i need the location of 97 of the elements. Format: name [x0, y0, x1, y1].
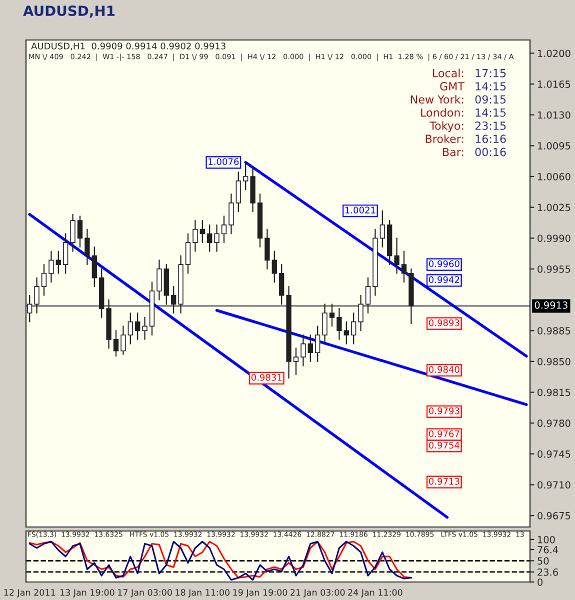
candlestick — [70, 214, 76, 252]
x-tick-label: 12 Jan 2011 — [4, 589, 56, 598]
y-tick-label: 100 — [538, 536, 555, 544]
candlestick — [200, 220, 205, 244]
candlestick — [336, 308, 342, 340]
y-tick-label: 0.9955 — [538, 265, 570, 273]
candlestick — [56, 250, 61, 274]
x-tick-label: 18 Jan 11:00 — [176, 589, 230, 598]
candlestick — [351, 312, 356, 344]
candlestick — [394, 238, 400, 274]
annotation: 17:15 — [476, 69, 506, 78]
annotation: 0.9840 — [428, 366, 460, 373]
candlestick — [315, 326, 320, 362]
candlestick — [380, 210, 385, 248]
candlestick — [279, 264, 284, 305]
x-tick-label: 17 Jan 03:00 — [118, 589, 172, 598]
annotation: 0.9960 — [428, 260, 460, 268]
candlestick — [293, 348, 299, 376]
candlestick — [63, 233, 68, 274]
annotation: 0.9767 — [428, 430, 460, 438]
y-tick-label: 0.9850 — [538, 358, 570, 366]
candlestick — [48, 250, 54, 283]
candlestick — [92, 246, 97, 288]
annotation: 23:15 — [475, 122, 506, 130]
y-tick-label: 0.9815 — [538, 388, 570, 396]
candlestick — [214, 224, 220, 252]
annotation: 14:15 — [476, 82, 506, 90]
x-tick-label: 21 Jan 03:00 — [290, 589, 345, 598]
annotation: Local: — [433, 68, 464, 78]
y-tick-label: 0.9710 — [538, 481, 570, 489]
candlestick — [34, 277, 40, 314]
candlestick — [401, 250, 407, 283]
candlestick — [113, 330, 119, 357]
candlestick — [171, 286, 176, 314]
candlestick — [236, 172, 241, 212]
candlestick — [192, 220, 198, 252]
candlestick — [264, 228, 270, 270]
x-tick-label: 13 Jan 19:00 — [60, 589, 114, 598]
x-tick-label: 24 Jan 11:00 — [348, 589, 402, 598]
candlestick — [221, 216, 227, 244]
y-tick-label: 0.9675 — [538, 512, 570, 520]
candlestick — [128, 312, 133, 344]
y-tick-label: 1.0200 — [538, 50, 570, 58]
ref-line-label: 0.9913 — [534, 301, 568, 309]
candlestick — [84, 228, 90, 266]
annotation: New York: — [410, 95, 464, 104]
y-tick-label: 0.9990 — [538, 234, 570, 242]
annotation: 0.9754 — [428, 442, 460, 449]
annotation: 0.9793 — [428, 407, 460, 414]
candlestick — [308, 334, 313, 362]
annotation: Tokyo: — [430, 121, 464, 132]
annotation: 09:15 — [475, 95, 506, 104]
y-tick-label: 50 — [538, 557, 549, 565]
candlestick — [135, 312, 140, 340]
annotation: GMT — [440, 82, 465, 90]
y-tick-label: 0.9885 — [538, 327, 570, 334]
annotation: Bar: — [443, 148, 464, 156]
y-tick-label: 1.0025 — [538, 204, 570, 212]
candlestick — [344, 321, 349, 344]
annotation: London: — [421, 108, 464, 117]
y-tick-label: 0 — [538, 578, 542, 586]
annotation: 0.9942 — [428, 276, 460, 284]
candlestick — [77, 216, 83, 248]
candlestick — [156, 260, 162, 300]
annotation: 0.9831 — [251, 374, 282, 381]
chart-subtitle: AUDUSD,H1 0.9909 0.9914 0.9902 0.9913 — [31, 42, 226, 50]
annotation: 1.0021 — [345, 206, 376, 214]
y-tick-label: 0.9745 — [538, 450, 570, 458]
candlestick — [272, 250, 277, 283]
y-tick-label: 23.6 — [538, 568, 558, 576]
candlestick — [41, 264, 47, 296]
y-tick-label: 1.0165 — [538, 80, 570, 88]
annotation: Broker: — [426, 134, 464, 144]
candlestick — [329, 304, 335, 327]
annotation: 1.0076 — [208, 158, 239, 166]
y-tick-label: 1.0130 — [538, 111, 570, 119]
y-tick-label: 0.9780 — [538, 420, 570, 427]
candlestick — [300, 334, 306, 366]
annotation: 0.9893 — [428, 319, 460, 326]
annotation: 14:15 — [476, 108, 506, 117]
candlestick — [243, 162, 248, 190]
x-tick-label: 19 Jan 19:00 — [233, 589, 288, 598]
candlestick — [142, 316, 148, 340]
candlestick — [185, 233, 191, 274]
candlestick — [322, 304, 328, 344]
annotation: 16:16 — [476, 134, 506, 144]
candlestick — [228, 194, 234, 234]
y-tick-label: 76.4 — [538, 546, 558, 554]
annotation: 0.9713 — [428, 478, 460, 485]
candlestick — [358, 294, 364, 332]
chart-title: AUDUSD,H1 — [23, 6, 115, 18]
y-tick-label: 1.0095 — [538, 142, 570, 150]
candlestick — [120, 326, 126, 355]
y-tick-label: 1.0060 — [538, 172, 570, 180]
annotation: 00:16 — [475, 148, 506, 156]
candlestick — [207, 224, 212, 252]
candlestick — [365, 277, 371, 314]
